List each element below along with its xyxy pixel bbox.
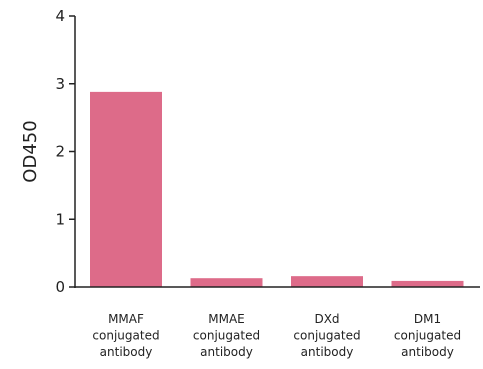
x-category-label-line: DM1: [414, 312, 441, 326]
x-category-label-line: MMAF: [108, 312, 144, 326]
y-axis: 0 1 2 3 4: [55, 7, 76, 296]
x-category-label-line: antibody: [200, 345, 253, 359]
bar-2: [291, 276, 363, 287]
x-category-label: MMAE conjugated antibody: [193, 312, 260, 359]
x-category-label: MMAF conjugated antibody: [92, 312, 159, 359]
bar-3: [391, 280, 464, 287]
x-category-label-line: antibody: [301, 345, 354, 359]
y-tick-label: 1: [55, 210, 65, 228]
bars: [90, 91, 464, 287]
x-axis: MMAF conjugated antibody MMAE conjugated anti…: [74, 286, 480, 359]
y-tick-label: 0: [55, 278, 65, 296]
y-tick-label: 2: [55, 143, 65, 161]
x-category-label-line: antibody: [100, 345, 153, 359]
x-category-label-line: conjugated: [293, 329, 360, 343]
x-category-label: DM1 conjugated antibody: [394, 312, 461, 359]
bar-0: [90, 91, 162, 287]
x-category-label-line: antibody: [401, 345, 454, 359]
x-category-label-line: DXd: [314, 312, 339, 326]
y-axis-title: OD450: [20, 120, 41, 182]
x-category-label-line: conjugated: [92, 329, 159, 343]
x-category-label-line: MMAE: [208, 312, 245, 326]
y-tick-label: 4: [55, 7, 65, 25]
x-category-label: DXd conjugated antibody: [293, 312, 360, 359]
bar-1: [190, 278, 263, 287]
y-tick-label: 3: [55, 75, 65, 93]
x-category-label-line: conjugated: [193, 329, 260, 343]
x-category-label-line: conjugated: [394, 329, 461, 343]
y-axis-title-group: OD450: [20, 120, 41, 182]
